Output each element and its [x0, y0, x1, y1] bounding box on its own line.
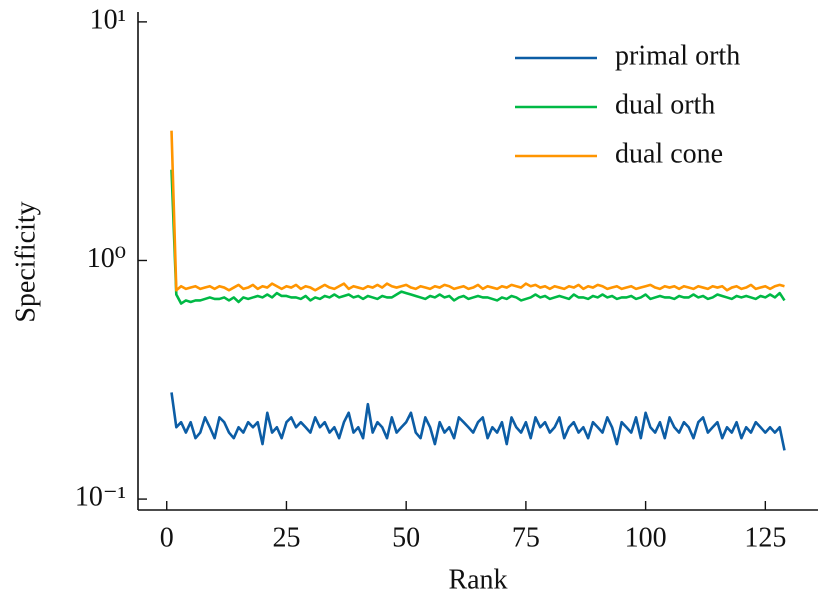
- x-tick-label: 100: [625, 522, 667, 553]
- legend-label: dual cone: [615, 138, 723, 169]
- x-tick-label: 0: [160, 522, 174, 553]
- x-tick-label: 25: [272, 522, 300, 553]
- series-line: [170, 392, 786, 451]
- y-tick-label: 10⁻¹: [75, 482, 126, 513]
- y-tick-label: 10¹: [90, 4, 126, 35]
- x-tick-label: 125: [744, 522, 786, 553]
- x-tick-label: 50: [392, 522, 420, 553]
- y-axis-label: Specificity: [10, 201, 41, 322]
- y-tick-label: 10⁰: [87, 243, 126, 274]
- legend-label: primal orth: [615, 40, 740, 71]
- x-tick-label: 75: [512, 522, 540, 553]
- x-axis-label: Rank: [448, 564, 507, 595]
- series-line: [170, 130, 785, 292]
- legend-label: dual orth: [615, 89, 715, 120]
- series-line: [170, 169, 786, 305]
